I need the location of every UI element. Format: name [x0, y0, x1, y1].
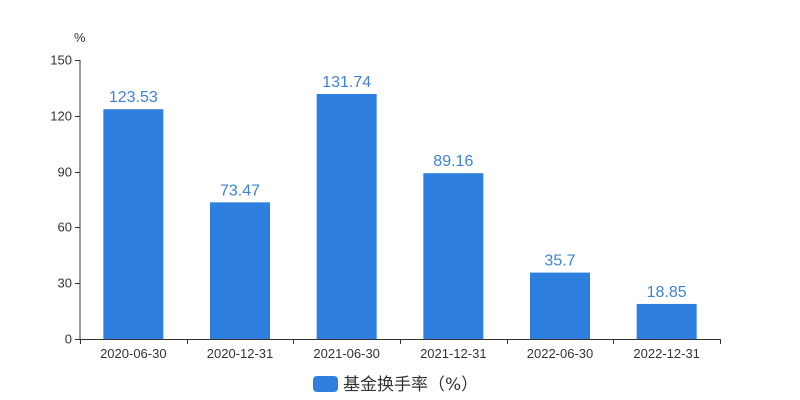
- y-tick-label: 90: [58, 165, 72, 180]
- bar-series: [103, 93, 697, 340]
- bar-value-label: 35.7: [544, 253, 575, 270]
- y-tick-label: 60: [58, 220, 72, 235]
- legend[interactable]: 基金换手率（%）: [313, 375, 478, 395]
- bar-value-label: 131.74: [322, 74, 371, 91]
- y-tick-label: 120: [50, 109, 72, 124]
- x-tick-label: 2021-06-30: [313, 346, 380, 361]
- value-labels: 123.53 73.47 131.74 89.16 35.7 18.85: [109, 74, 687, 301]
- bar[interactable]: [636, 303, 697, 339]
- bar-value-label: 89.16: [433, 153, 473, 170]
- x-axis-ticks: 2020-06-30 2020-12-31 2021-06-30 2021-12-31…: [80, 339, 721, 361]
- x-tick-label: 2021-12-31: [420, 346, 487, 361]
- y-axis-unit-label: %: [74, 30, 86, 45]
- bar-value-label: 73.47: [220, 182, 260, 199]
- bar-value-label: 123.53: [109, 89, 158, 106]
- bar[interactable]: [423, 173, 484, 339]
- y-tick-label: 150: [50, 53, 72, 68]
- bar[interactable]: [103, 109, 164, 340]
- x-tick-label: 2022-06-30: [527, 346, 594, 361]
- bar-value-label: 18.85: [647, 284, 687, 301]
- x-tick-label: 2020-12-31: [207, 346, 274, 361]
- y-axis-ticks: 0 30 60 90 120 150: [50, 53, 80, 347]
- bar[interactable]: [316, 93, 377, 340]
- legend-label[interactable]: 基金换手率（%）: [343, 375, 478, 395]
- legend-swatch[interactable]: [313, 376, 338, 392]
- x-tick-label: 2022-12-31: [633, 346, 700, 361]
- bar[interactable]: [210, 202, 270, 339]
- y-tick-label: 0: [65, 332, 72, 347]
- x-tick-label: 2020-06-30: [100, 346, 167, 361]
- bar[interactable]: [530, 272, 590, 339]
- y-tick-label: 30: [58, 276, 72, 291]
